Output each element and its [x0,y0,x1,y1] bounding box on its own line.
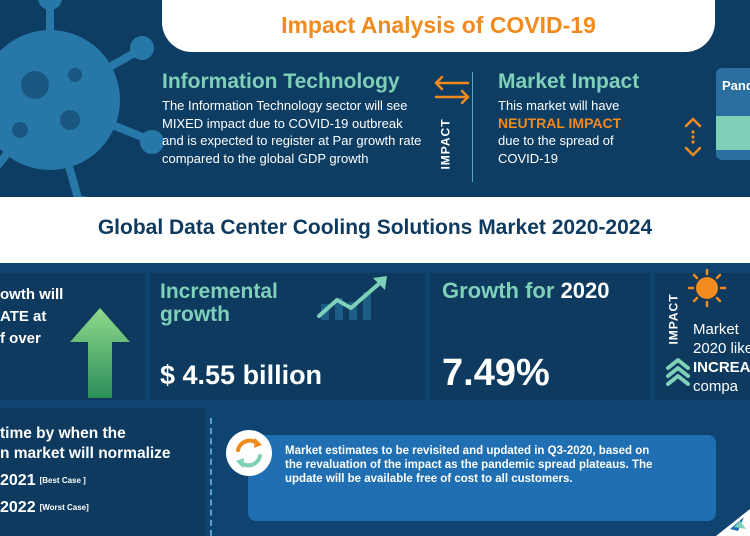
growth-panel [430,273,650,400]
page-title: Impact Analysis of COVID-19 [281,12,596,38]
it-sector-heading: Information Technology [162,70,400,93]
impact-label-text: IMPACT [666,293,681,345]
market-impact-line1: This market will have [498,98,620,113]
up-down-arrows-icon [684,117,702,157]
worst-case-year: 2022 [0,499,36,516]
worst-case-row: 2022 [Worst Case] [0,499,89,517]
growth-heading: Growth for 2020 [442,278,610,304]
pandemic-card-swatch [716,116,750,150]
impact-vertical-label: IMPACT [432,115,462,175]
best-case-tag: [Best Case ] [39,476,86,486]
best-case-year: 2021 [0,472,36,489]
it-sector-body: The Information Technology sector will s… [162,98,422,166]
growth-value: 7.49% [442,352,550,394]
pandemic-card-text: Pand [722,78,750,93]
market-title: Global Data Center Cooling Solutions Mar… [97,216,653,239]
logo-icon [716,509,750,536]
header-pill [162,0,715,52]
incremental-heading: Incremental growth [160,280,278,326]
best-case-row: 2021 [Best Case ] [0,472,86,490]
growth-label: Growth for [442,278,555,303]
cagr-text: owth will ATE at f over [0,284,130,350]
swap-arrows-icon [434,75,470,105]
normalize-heading: time by when the n market will normalize [0,424,205,464]
up-arrow-icon [70,308,130,398]
yoy-line3: compa [693,378,739,395]
refresh-arrows-icon [226,430,272,476]
note-card [248,435,716,521]
market-impact-heading: Market Impact [498,70,640,93]
yoy-line2: 2020 like [693,340,750,357]
yoy-emphasis: INCREA [693,359,750,376]
market-impact-line2: due to the spread of COVID-19 [498,133,614,166]
incremental-value: $ 4.55 billion [160,360,323,390]
incremental-panel [150,273,425,400]
chevron-up-icon [666,358,690,386]
divider [472,72,473,182]
neutral-impact-text: NEUTRAL IMPACT [498,114,622,131]
cagr-line: owth will [0,286,64,303]
incremental-line1: Incremental [160,280,278,303]
impact-label-text: IMPACT [438,118,453,170]
yoy-text: Market 2020 like INCREA compa [693,320,750,396]
virus-icon [0,0,164,197]
normalize-line2: n market will normalize [0,445,171,462]
normalize-panel [0,408,205,536]
trend-up-icon [317,276,387,320]
market-impact-body: This market will have NEUTRAL IMPACT due… [498,97,658,167]
cagr-line: ATE at [0,308,47,325]
cagr-line: f over [0,330,41,347]
normalize-line1: time by when the [0,425,126,442]
worst-case-tag: [Worst Case] [39,503,89,513]
note-text: Market estimates to be revisited and upd… [285,445,653,485]
yoy-line1: Market [693,321,739,338]
sun-icon [687,268,727,308]
growth-year: 2020 [560,278,610,303]
market-title-band [0,197,750,263]
incremental-line2: growth [160,303,230,326]
dashed-divider [210,418,212,536]
